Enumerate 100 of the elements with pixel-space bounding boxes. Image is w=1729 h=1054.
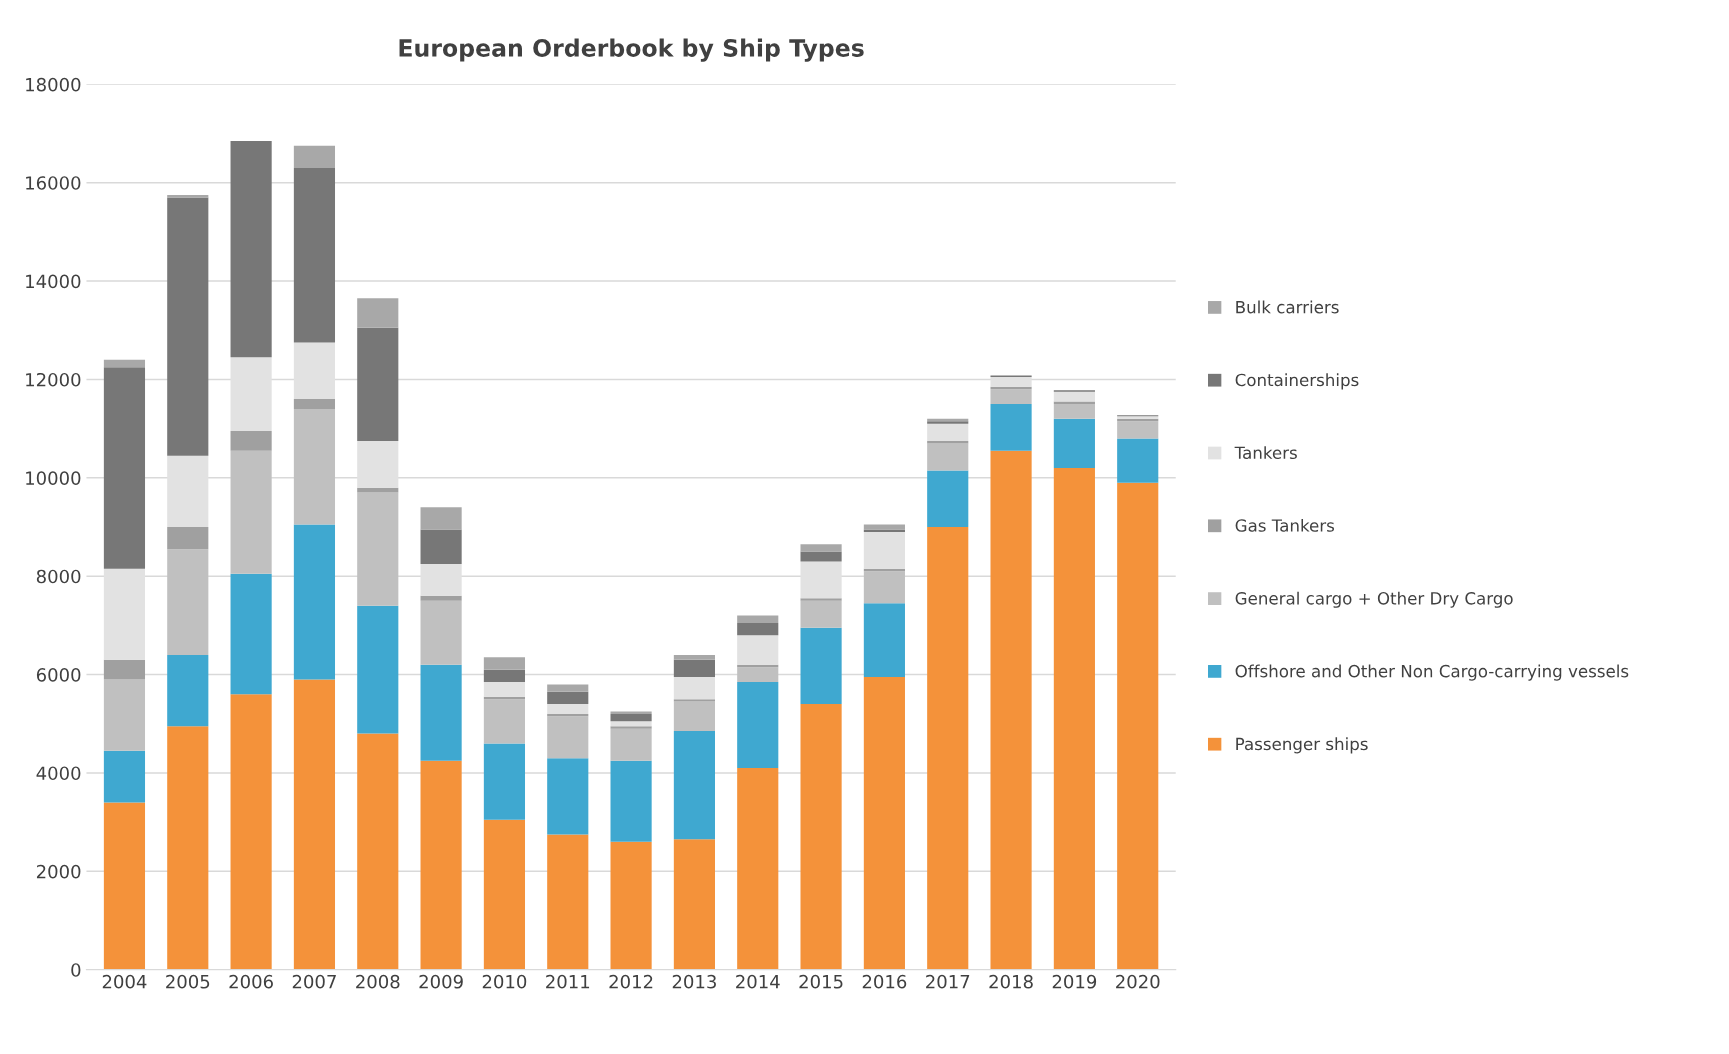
bar <box>927 527 969 970</box>
bar <box>800 544 842 552</box>
x-tick-label: 2014 <box>736 974 780 989</box>
y-tick-label: 8000 <box>36 569 81 584</box>
x-tick-label: 2009 <box>419 974 463 989</box>
bar <box>927 470 969 527</box>
bar <box>737 667 779 682</box>
legend-label: Bulk carriers <box>1236 300 1339 314</box>
bar <box>420 595 462 601</box>
x-tick-label: 2017 <box>926 974 970 989</box>
bar <box>800 551 842 562</box>
bar <box>990 389 1032 405</box>
bar <box>610 711 652 714</box>
bar <box>357 492 399 606</box>
x-tick-label: 2004 <box>102 974 147 989</box>
bar <box>673 677 715 700</box>
bar <box>547 758 589 835</box>
bar <box>483 669 526 682</box>
bar <box>230 431 272 451</box>
bar <box>547 704 589 714</box>
bar <box>610 760 652 842</box>
bar <box>863 677 905 970</box>
bar <box>293 524 336 680</box>
x-tick-label: 2019 <box>1052 974 1097 989</box>
bar <box>547 834 589 970</box>
y-tick-label: 2000 <box>36 864 81 879</box>
bar <box>103 367 146 569</box>
bar <box>610 841 652 970</box>
y-tick-label: 18000 <box>26 77 81 92</box>
bar <box>420 760 462 970</box>
bar <box>167 527 209 550</box>
y-tick-label: 6000 <box>36 668 81 682</box>
bar <box>673 654 715 660</box>
bar <box>420 529 462 564</box>
bar <box>673 701 715 732</box>
bar <box>737 615 779 623</box>
bar <box>103 359 146 368</box>
bar <box>737 681 779 769</box>
bar <box>483 681 526 697</box>
bar <box>230 140 272 358</box>
bar <box>230 573 272 695</box>
bar <box>357 605 399 734</box>
bar <box>293 167 336 343</box>
bar <box>800 704 842 970</box>
legend-label: General cargo + Other Dry Cargo <box>1235 591 1513 608</box>
bar <box>483 657 526 670</box>
bar <box>1117 482 1159 970</box>
bar <box>1117 438 1159 483</box>
x-tick-label: 2006 <box>229 974 273 989</box>
bar <box>800 598 842 601</box>
bar <box>737 768 779 970</box>
bar <box>357 487 399 493</box>
bar <box>483 699 526 744</box>
bar <box>673 839 715 970</box>
legend-label: Passenger ships <box>1236 737 1368 754</box>
x-tick-label: 2016 <box>862 974 907 989</box>
x-tick-label: 2007 <box>292 974 336 989</box>
bar <box>990 404 1032 451</box>
bar <box>1053 467 1095 970</box>
bar <box>1117 421 1159 439</box>
legend-label: Gas Tankers <box>1235 518 1335 532</box>
bar <box>230 694 272 970</box>
bar <box>293 679 336 970</box>
bar <box>420 600 462 665</box>
bar <box>547 684 589 692</box>
bar <box>547 716 589 759</box>
bar <box>610 726 652 729</box>
bar <box>863 531 905 569</box>
bar <box>293 408 336 525</box>
bar <box>357 327 399 441</box>
bar <box>863 603 905 678</box>
bar <box>167 549 209 655</box>
bar <box>483 819 526 970</box>
bar <box>737 635 779 665</box>
bar <box>483 743 526 820</box>
x-tick-label: 2012 <box>609 974 653 989</box>
bar <box>103 750 146 803</box>
bar <box>420 507 462 530</box>
bar <box>167 654 209 727</box>
bar <box>167 726 209 970</box>
bar <box>610 713 652 722</box>
bar <box>103 659 146 680</box>
bar <box>1053 418 1095 468</box>
y-tick-label: 12000 <box>26 372 81 387</box>
legend-label: Tankers <box>1234 446 1297 460</box>
bar <box>673 659 715 678</box>
bar <box>1053 391 1095 402</box>
bar <box>673 699 715 702</box>
bar <box>103 802 146 970</box>
x-tick-label: 2018 <box>989 974 1033 989</box>
chart-title: European Orderbook by Ship Types <box>399 38 864 62</box>
bar <box>863 571 905 604</box>
legend-label: Offshore and Other Non Cargo-carrying vessels <box>1235 664 1629 681</box>
bar <box>547 691 589 705</box>
y-tick-label: 0 <box>71 963 81 977</box>
x-tick-label: 2020 <box>1116 974 1160 989</box>
bar <box>293 145 336 168</box>
bar <box>293 399 336 409</box>
bar <box>103 679 146 751</box>
x-tick-label: 2013 <box>672 974 716 989</box>
